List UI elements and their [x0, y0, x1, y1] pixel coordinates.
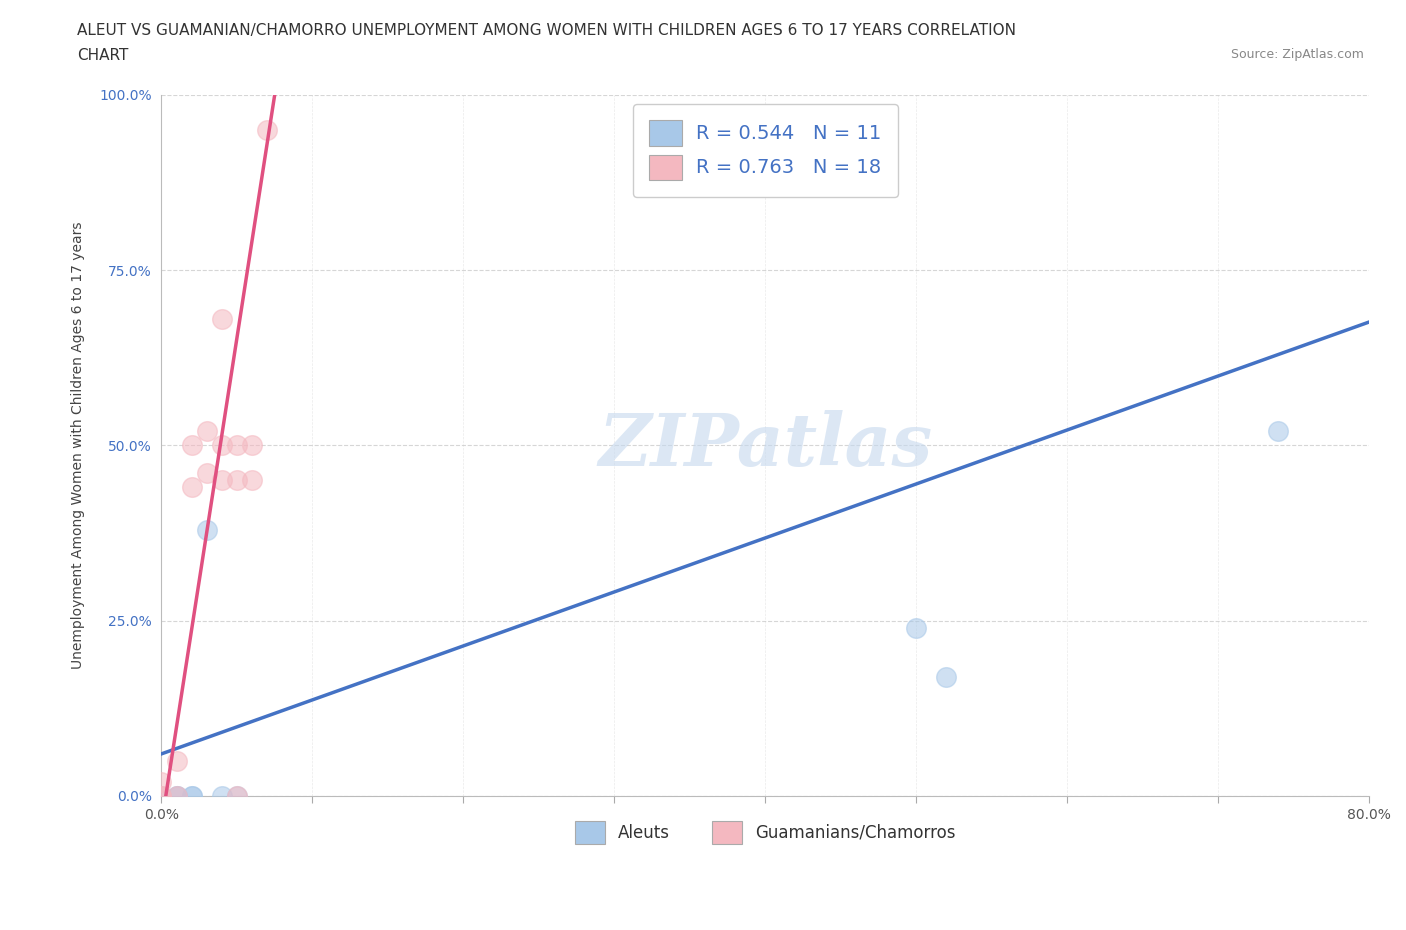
- Point: [150, 789, 173, 804]
- Text: Source: ZipAtlas.com: Source: ZipAtlas.com: [1230, 48, 1364, 61]
- Point: [166, 789, 188, 804]
- Point: [211, 438, 233, 453]
- Point: [905, 620, 928, 635]
- Point: [226, 473, 249, 488]
- Point: [211, 473, 233, 488]
- Point: [180, 438, 202, 453]
- Legend: Aleuts, Guamanians/Chamorros: Aleuts, Guamanians/Chamorros: [561, 807, 969, 857]
- Text: ZIPatlas: ZIPatlas: [598, 410, 932, 481]
- Point: [1267, 424, 1289, 439]
- Point: [226, 789, 249, 804]
- Point: [195, 522, 218, 537]
- Y-axis label: Unemployment Among Women with Children Ages 6 to 17 years: Unemployment Among Women with Children A…: [72, 221, 86, 670]
- Point: [150, 789, 173, 804]
- Point: [226, 789, 249, 804]
- Point: [935, 670, 957, 684]
- Point: [150, 775, 173, 790]
- Point: [166, 789, 188, 804]
- Point: [166, 753, 188, 768]
- Point: [211, 789, 233, 804]
- Point: [195, 466, 218, 481]
- Point: [180, 789, 202, 804]
- Point: [180, 480, 202, 495]
- Point: [226, 438, 249, 453]
- Text: CHART: CHART: [77, 48, 129, 63]
- Point: [240, 438, 263, 453]
- Point: [195, 424, 218, 439]
- Point: [150, 789, 173, 804]
- Point: [256, 123, 278, 138]
- Point: [240, 473, 263, 488]
- Text: ALEUT VS GUAMANIAN/CHAMORRO UNEMPLOYMENT AMONG WOMEN WITH CHILDREN AGES 6 TO 17 : ALEUT VS GUAMANIAN/CHAMORRO UNEMPLOYMENT…: [77, 23, 1017, 38]
- Point: [180, 789, 202, 804]
- Point: [211, 312, 233, 326]
- Point: [166, 789, 188, 804]
